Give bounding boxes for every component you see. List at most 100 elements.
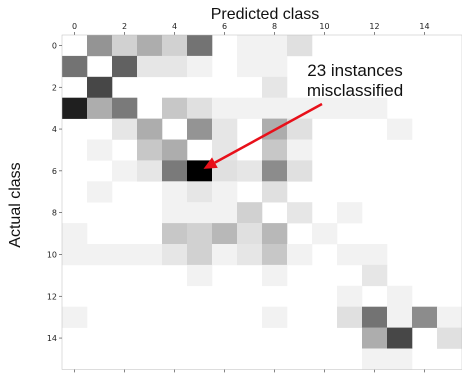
heatmap-cell: [237, 160, 263, 182]
x-axis-title: Predicted class: [211, 6, 320, 23]
heatmap-cell: [337, 97, 363, 119]
heatmap-cell: [337, 306, 363, 328]
heatmap-cell: [62, 55, 88, 78]
heatmap-cell: [87, 76, 113, 98]
heatmap-cell: [187, 55, 213, 78]
heatmap-cell: [387, 285, 413, 307]
heatmap-cell: [237, 202, 263, 224]
heatmap-cell: [362, 264, 388, 287]
heatmap-cell: [237, 97, 263, 119]
y-tick-label: 8: [52, 209, 57, 218]
heatmap-cell: [112, 55, 138, 78]
heatmap-cell: [162, 244, 188, 266]
heatmap-cell: [137, 118, 163, 140]
heatmap-cell: [187, 97, 213, 119]
heatmap-cell: [187, 118, 213, 140]
x-tick-labels: 0 2 4 6 8 10 12 14: [72, 22, 430, 373]
heatmap-cell: [387, 118, 413, 140]
heatmap-cell: [262, 97, 288, 119]
annotation-arrow: [214, 102, 323, 164]
x-tick-label: 8: [272, 22, 277, 31]
heatmap-cell: [237, 55, 263, 78]
heatmap-cell: [212, 181, 238, 203]
heatmap-cell: [212, 202, 238, 224]
heatmap-cell: [262, 181, 288, 203]
heatmap-cell: [187, 181, 213, 203]
heatmap-cell: [262, 223, 288, 245]
heatmap-cell: [112, 244, 138, 266]
heatmap-cell: [437, 306, 462, 328]
heatmap-cell: [162, 223, 188, 245]
heatmap-cell: [362, 97, 388, 119]
heatmap-cell: [262, 139, 288, 161]
heatmap-cell: [87, 139, 113, 161]
heatmap-cell: [262, 55, 288, 78]
heatmap-cell: [162, 202, 188, 224]
heatmap-cell: [62, 35, 88, 57]
heatmap-cell: [62, 97, 88, 119]
heatmap-cell: [262, 306, 288, 328]
heatmap-cell: [412, 306, 438, 328]
heatmap-cell: [287, 202, 313, 224]
y-tick-label: 4: [52, 125, 57, 134]
heatmap-cell: [187, 264, 213, 287]
heatmap-cell: [362, 244, 388, 266]
heatmap-cell: [437, 327, 462, 349]
heatmap-cell: [287, 244, 313, 266]
heatmap-cell: [287, 139, 313, 161]
heatmap-cell: [312, 97, 338, 119]
heatmap-cell: [62, 306, 88, 328]
heatmap-cell: [87, 181, 113, 203]
x-tick-label: 10: [319, 22, 329, 31]
heatmap-cell: [362, 306, 388, 328]
x-tick-label: 2: [122, 22, 127, 31]
annotation-line-2: misclassified: [307, 81, 403, 100]
heatmap-cell: [187, 35, 213, 57]
heatmap-cell: [162, 35, 188, 57]
heatmap-cell: [287, 118, 313, 140]
heatmap-cell: [337, 244, 363, 266]
annotation-line-1: 23 instances: [307, 61, 402, 80]
y-tick-label: 2: [52, 83, 57, 92]
y-tick-labels: 0 2 4 6 8 10 12 14: [47, 41, 62, 343]
heatmap-cell: [362, 348, 388, 370]
plot-frame: [61, 34, 462, 370]
heatmap-cell: [287, 160, 313, 182]
heatmap-cell: [387, 306, 413, 328]
y-tick-label: 6: [52, 167, 57, 176]
heatmap-cell: [137, 55, 163, 78]
y-tick-label: 12: [47, 292, 57, 301]
heatmap-cell: [162, 139, 188, 161]
heatmap-cell: [112, 118, 138, 140]
annotation: 23 instances misclassified: [203, 61, 403, 169]
heatmap-cell: [262, 76, 288, 98]
heatmap-cell: [112, 97, 138, 119]
annotation-arrow-head: [203, 157, 218, 169]
heatmap-cell: [262, 264, 288, 287]
heatmap-cell: [162, 97, 188, 119]
heatmap-cell: [262, 35, 288, 57]
heatmap-cell: [112, 160, 138, 182]
x-tick-label: 4: [172, 22, 177, 31]
heatmap-cells: [62, 35, 462, 370]
heatmap-cell: [287, 35, 313, 57]
heatmap-cell: [237, 35, 263, 57]
heatmap-cell: [87, 244, 113, 266]
heatmap-cell: [237, 223, 263, 245]
heatmap-cell: [337, 202, 363, 224]
heatmap-cell: [212, 139, 238, 161]
heatmap-cell: [212, 223, 238, 245]
y-tick-label: 14: [47, 334, 57, 343]
heatmap-cell: [137, 244, 163, 266]
heatmap-cell: [262, 160, 288, 182]
heatmap-cell: [162, 160, 188, 182]
heatmap-cell: [187, 223, 213, 245]
heatmap-cell: [212, 97, 238, 119]
heatmap-cell: [112, 35, 138, 57]
heatmap-cell: [137, 139, 163, 161]
heatmap-cell: [212, 160, 238, 182]
x-tick-label: 14: [419, 22, 429, 31]
heatmap-cell: [162, 55, 188, 78]
heatmap-cell: [187, 202, 213, 224]
